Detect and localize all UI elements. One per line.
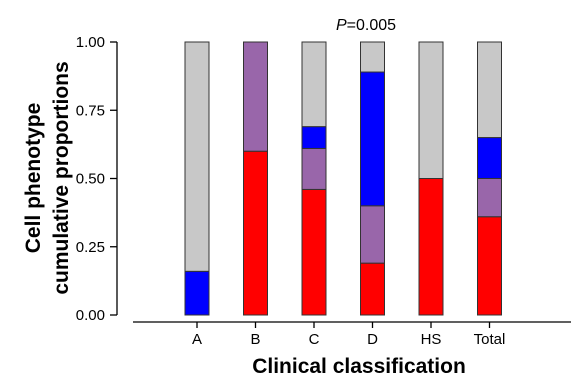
bar-segment-hs-0 — [418, 178, 444, 316]
y-axis-title-line-1: Cell phenotype — [22, 103, 45, 254]
p-label: P — [336, 17, 347, 34]
bar-segment-total-3 — [477, 41, 502, 139]
bar-segment-a-2 — [184, 270, 210, 316]
x-tick-label: A — [192, 331, 202, 348]
x-axis-title: Clinical classification — [252, 355, 466, 378]
x-tick-label: D — [367, 331, 378, 348]
y-tick-label: 0.25 — [76, 239, 105, 256]
x-tick-label: Total — [474, 331, 506, 348]
bar-segment-b-1 — [243, 41, 268, 152]
bar-segment-c-1 — [301, 147, 327, 190]
y-tick-label: 0.75 — [76, 102, 105, 119]
axes-group: 0.00 0.25 0.50 0.75 1.00 A B C D HS Total — [76, 34, 571, 348]
y-tick-label: 1.00 — [76, 34, 105, 51]
y-tick-label: 0.00 — [76, 307, 105, 324]
bar-segment-d-0 — [360, 262, 385, 316]
bar-segment-d-2 — [360, 71, 385, 207]
bar-segment-d-3 — [360, 41, 385, 73]
bar-segment-total-2 — [477, 137, 502, 180]
y-axis-title-line-2: cumulative proportions — [50, 61, 73, 294]
y-tick-label: 0.50 — [76, 171, 105, 188]
x-tick-label: C — [309, 331, 320, 348]
bar-segment-d-1 — [360, 205, 385, 264]
bar-segment-hs-3 — [418, 41, 444, 179]
p-value: =0.005 — [347, 17, 396, 34]
bar-segment-c-2 — [301, 126, 327, 149]
bar-segment-c-3 — [301, 41, 327, 128]
x-tick-label: HS — [421, 331, 442, 348]
bar-segment-c-0 — [301, 188, 327, 316]
y-axis-title: Cell phenotype cumulative proportions — [22, 61, 73, 294]
x-tick-label: B — [250, 331, 260, 348]
bar-segment-total-1 — [477, 178, 502, 218]
bars-group — [184, 41, 502, 316]
bar-segment-a-3 — [184, 41, 210, 272]
bar-segment-total-0 — [477, 216, 502, 316]
p-value-annotation: P=0.005 — [336, 17, 396, 34]
bar-segment-b-0 — [243, 150, 268, 316]
